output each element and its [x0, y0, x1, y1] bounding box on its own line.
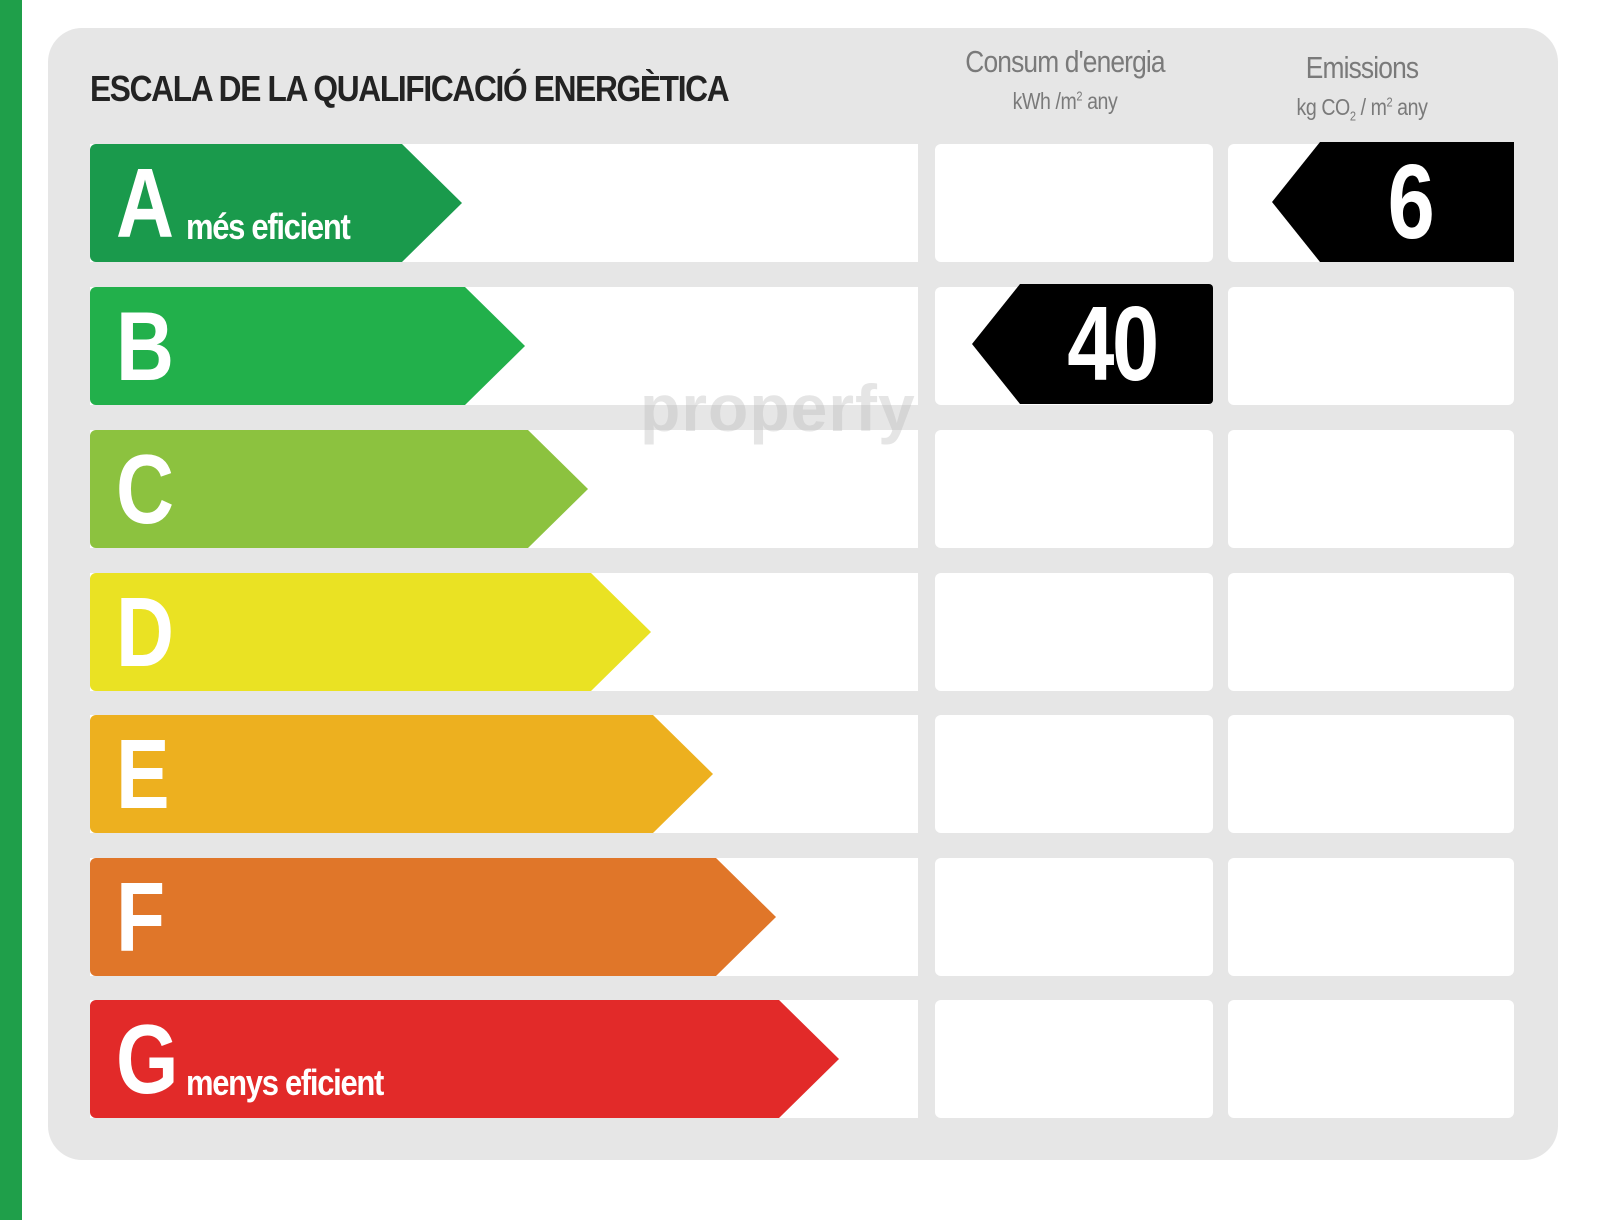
consumption-cell: [935, 858, 1213, 976]
consumption-value: 40: [1066, 284, 1159, 403]
rating-letter: G: [116, 1004, 179, 1114]
rating-arrow-b: B: [90, 287, 525, 405]
emissions-cell: [1228, 715, 1514, 833]
consumption-column-header: Consum d'energia kWh /m2 any: [935, 44, 1195, 115]
rating-letter: E: [116, 719, 170, 829]
rating-arrow-d: D: [90, 573, 651, 691]
consumption-header-label: Consum d'energia: [965, 44, 1165, 79]
consumption-cell: [935, 715, 1213, 833]
rating-letter: C: [116, 434, 174, 544]
emissions-value: 6: [1387, 142, 1435, 261]
rating-row-b: B 40: [0, 284, 1600, 405]
rating-row-c: C: [0, 430, 1600, 548]
emissions-cell: [1228, 858, 1514, 976]
emissions-cell: [1228, 430, 1514, 548]
rating-letter: B: [116, 291, 174, 401]
left-accent-rule: [0, 0, 22, 1220]
emissions-cell: [1228, 1000, 1514, 1118]
consumption-cell: [935, 1000, 1213, 1118]
consumption-cell: [935, 144, 1213, 262]
rating-sublabel: més eficient: [186, 206, 351, 247]
consumption-cell: [935, 573, 1213, 691]
emissions-header-unit: kg CO2 / m2 any: [1296, 94, 1428, 124]
rating-arrow-c: C: [90, 430, 588, 548]
rating-letter: D: [116, 577, 174, 687]
label-title: ESCALA DE LA QUALIFICACIÓ ENERGÈTICA: [90, 68, 730, 109]
rating-arrow-e: E: [90, 715, 713, 833]
rating-row-f: F: [0, 858, 1600, 976]
emissions-cell: [1228, 573, 1514, 691]
emissions-column-header: Emissions kg CO2 / m2 any: [1232, 50, 1492, 124]
emissions-header-label: Emissions: [1305, 50, 1419, 85]
rating-letter: A: [116, 148, 174, 258]
rating-sublabel: menys eficient: [186, 1062, 384, 1103]
rating-row-d: D: [0, 573, 1600, 691]
rating-arrow-f: F: [90, 858, 776, 976]
rating-letter: F: [116, 862, 165, 972]
consumption-header-unit: kWh /m2 any: [1012, 88, 1118, 114]
emissions-value-marker: 6: [1272, 142, 1514, 262]
consumption-cell: [935, 430, 1213, 548]
watermark: properfy: [640, 371, 916, 445]
emissions-cell: [1228, 287, 1514, 405]
rating-row-e: E: [0, 715, 1600, 833]
consumption-value-marker: 40: [972, 284, 1213, 404]
